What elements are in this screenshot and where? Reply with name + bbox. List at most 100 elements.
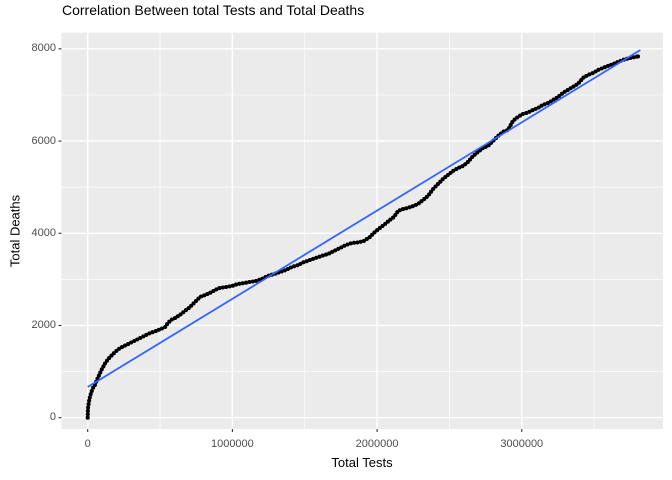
data-point: [527, 109, 532, 114]
y-tick-label: 4000: [31, 226, 56, 239]
y-tick-label: 8000: [31, 42, 56, 55]
data-point: [508, 123, 513, 128]
data-point: [89, 388, 94, 394]
data-point: [153, 329, 158, 334]
data-point: [230, 283, 235, 288]
plot-panel: [61, 32, 663, 429]
data-point: [224, 284, 229, 290]
data-point: [342, 243, 347, 248]
data-point: [247, 279, 252, 285]
data-point: [602, 65, 607, 70]
data-point: [244, 280, 249, 285]
y-tick-label: 2000: [31, 318, 56, 331]
data-point: [596, 67, 601, 72]
data-point: [311, 256, 316, 261]
data-point: [214, 287, 219, 292]
data-point: [156, 327, 161, 332]
data-point: [590, 71, 595, 76]
data-point: [292, 264, 297, 269]
data-point: [98, 370, 103, 375]
data-point: [150, 330, 155, 335]
data-point: [298, 261, 303, 266]
data-point: [397, 208, 402, 213]
data-point: [96, 373, 101, 378]
data-point: [524, 110, 529, 116]
data-point: [355, 240, 360, 245]
data-point: [301, 260, 306, 265]
data-point: [631, 55, 636, 60]
data-point: [202, 293, 207, 298]
data-point: [542, 102, 547, 107]
data-point: [126, 342, 131, 347]
data-point: [88, 392, 93, 397]
data-point: [85, 415, 90, 420]
data-point: [339, 245, 344, 250]
x-tick-label: 3000000: [500, 438, 544, 450]
chart-title: Correlation Between total Tests and Tota…: [62, 2, 365, 18]
data-point: [451, 168, 456, 173]
data-point: [351, 240, 357, 245]
data-point: [358, 239, 363, 244]
data-point: [86, 402, 91, 407]
data-point: [587, 72, 592, 77]
data-point: [208, 290, 213, 295]
data-point: [605, 63, 611, 68]
data-point: [282, 268, 287, 273]
data-point: [333, 248, 338, 253]
data-point: [122, 343, 128, 348]
data-point: [220, 285, 225, 290]
data-point: [609, 62, 614, 67]
data-point: [404, 206, 409, 211]
data-point: [304, 259, 309, 264]
x-tick-label: 0: [84, 438, 91, 450]
data-point: [129, 340, 134, 345]
data-point: [407, 205, 412, 210]
data-point: [323, 252, 329, 257]
data-point: [457, 165, 462, 170]
data-point: [85, 412, 90, 417]
minor-gridlines: [61, 32, 663, 429]
data-point: [250, 279, 255, 284]
data-point: [345, 242, 350, 247]
y-tick-label: 0: [49, 411, 56, 424]
x-axis-title: Total Tests: [331, 455, 393, 470]
data-point: [86, 405, 91, 410]
data-point: [520, 111, 526, 116]
data-point: [545, 101, 550, 106]
data-point: [400, 207, 406, 212]
data-point: [599, 66, 604, 71]
y-tick-label: 6000: [31, 134, 56, 147]
axis-tick-marks: [58, 48, 523, 432]
data-point: [159, 326, 165, 331]
data-point: [314, 255, 319, 260]
data-point: [144, 332, 149, 337]
data-point: [533, 106, 538, 111]
data-point: [205, 292, 210, 297]
data-point: [87, 395, 92, 400]
data-point: [635, 54, 641, 59]
data-point: [169, 317, 174, 322]
x-tick-label: 2000000: [355, 438, 399, 450]
data-point: [147, 331, 152, 336]
data-point: [211, 288, 216, 294]
data-point: [240, 281, 245, 286]
data-point: [320, 253, 325, 258]
data-point: [227, 284, 232, 289]
data-point: [454, 167, 459, 172]
data-point: [348, 241, 353, 246]
regression-line: [87, 49, 641, 388]
data-point: [530, 108, 535, 113]
data-point: [217, 286, 222, 291]
data-point: [288, 265, 293, 270]
data-point: [198, 294, 204, 299]
data-point: [307, 257, 312, 263]
data-point: [138, 335, 143, 341]
data-point: [413, 202, 418, 207]
data-point: [87, 398, 92, 403]
data-point: [85, 408, 90, 413]
data-point: [410, 204, 415, 209]
data-point: [515, 115, 520, 120]
data-point: [317, 254, 322, 259]
